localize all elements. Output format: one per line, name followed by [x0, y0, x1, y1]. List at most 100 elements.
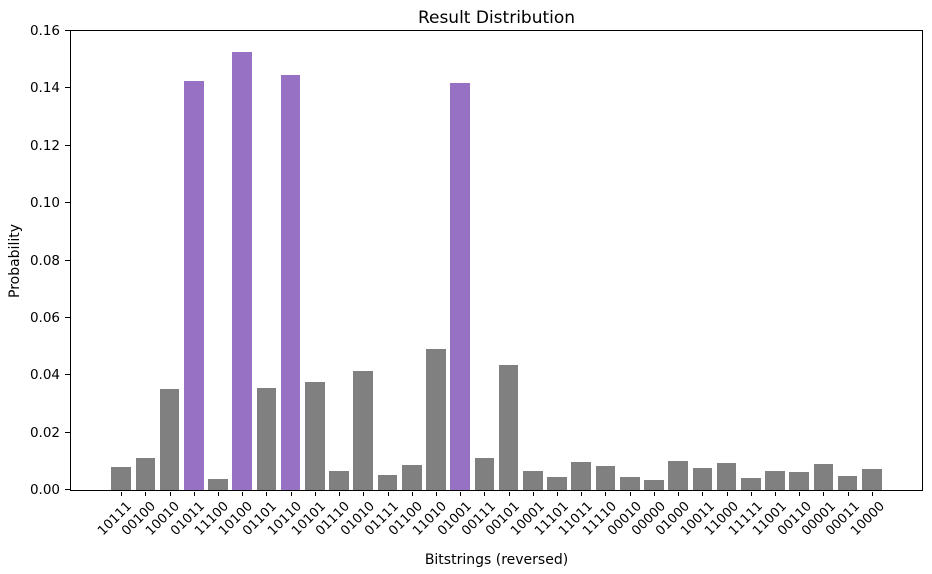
y-tick-mark: [65, 316, 70, 318]
bar-slot-10110: [279, 31, 303, 496]
bar-slot-11001: [763, 31, 787, 496]
x-tick-mark: [605, 491, 607, 496]
bar-slot-10001: [521, 31, 545, 496]
x-tick-mark: [217, 491, 219, 496]
bar-slot-00100: [133, 31, 157, 496]
bar-01101: [256, 387, 277, 490]
bar-11110: [595, 466, 616, 490]
x-tick-mark: [629, 491, 631, 496]
y-tick-label: 0.04: [29, 367, 60, 384]
bar-slot-01011: [182, 31, 206, 496]
bar-slot-00101: [497, 31, 521, 496]
bar-slot-11111: [739, 31, 763, 496]
x-tick-mark: [145, 491, 147, 496]
bar-00101: [498, 364, 519, 490]
x-tick-mark: [557, 491, 559, 496]
bar-slot-00111: [472, 31, 496, 496]
bar-00001: [813, 464, 834, 490]
bar-01110: [329, 470, 349, 490]
x-tick-mark: [726, 491, 728, 496]
bar-00110: [789, 471, 810, 490]
bar-00111: [474, 458, 495, 490]
bar-00100: [135, 458, 156, 490]
x-tick-mark: [484, 491, 486, 496]
bar-01010: [353, 371, 374, 490]
x-tick-mark: [871, 491, 873, 496]
y-tick-mark: [65, 202, 70, 204]
bar-slot-01100: [400, 31, 424, 496]
bar-slot-10000: [860, 31, 884, 496]
bar-slot-00011: [836, 31, 860, 496]
x-tick-mark: [290, 491, 292, 496]
y-tick-mark: [65, 30, 70, 31]
y-tick-label: 0.00: [29, 482, 60, 498]
y-tick-mark: [65, 87, 70, 89]
bar-11001: [765, 470, 785, 490]
x-tick-mark: [823, 491, 825, 496]
bar-01111: [377, 474, 398, 490]
bar-10010: [159, 389, 180, 490]
bar-slot-11010: [424, 31, 448, 496]
bar-slot-01111: [375, 31, 399, 496]
bar-slot-01010: [351, 31, 375, 496]
x-tick-mark: [339, 491, 341, 496]
bar-00000: [644, 479, 664, 490]
bar-00010: [619, 477, 640, 490]
x-tick-mark: [847, 491, 849, 496]
bar-00011: [837, 475, 858, 490]
bar-slot-10111: [109, 31, 133, 496]
bar-01011: [183, 80, 204, 490]
bar-slot-11110: [593, 31, 617, 496]
y-tick-mark: [65, 374, 70, 376]
y-tick-label: 0.16: [29, 23, 60, 39]
bar-10100: [232, 51, 252, 490]
x-tick-mark: [411, 491, 413, 496]
bar-01000: [668, 461, 688, 490]
bar-slot-11011: [569, 31, 593, 496]
bar-slot-00110: [787, 31, 811, 496]
x-tick-mark: [532, 491, 534, 496]
bar-slot-01110: [327, 31, 351, 496]
bar-slot-11101: [545, 31, 569, 496]
bar-slot-00001: [811, 31, 835, 496]
bar-10111: [111, 466, 131, 490]
y-tick-mark: [65, 431, 70, 433]
bar-10101: [305, 382, 325, 490]
x-axis-tick-labels: 10111 00100 10010 01011 11100 10100 01101 10110…: [70, 492, 923, 540]
bar-11000: [716, 462, 737, 490]
x-tick-mark: [363, 491, 365, 496]
x-tick-mark: [581, 491, 583, 496]
x-tick-mark: [266, 491, 268, 496]
bar-10000: [862, 469, 882, 490]
x-tick-cell-10000: 10000: [848, 492, 888, 540]
x-tick-mark: [121, 491, 123, 496]
bar-11011: [571, 461, 592, 490]
y-tick-label: 0.14: [29, 80, 60, 97]
bar-10001: [523, 470, 543, 490]
bar-10110: [280, 74, 301, 490]
x-tick-mark: [678, 491, 680, 496]
bar-11100: [208, 479, 228, 490]
x-tick-mark: [314, 491, 316, 496]
bar-slot-10100: [230, 31, 254, 496]
y-tick-label: 0.06: [29, 309, 60, 326]
bar-slot-11000: [714, 31, 738, 496]
y-tick-mark: [65, 259, 70, 261]
bar-slot-10011: [690, 31, 714, 496]
x-tick-mark: [242, 491, 244, 496]
y-tick-mark: [65, 489, 70, 490]
bar-slot-01101: [254, 31, 278, 496]
x-tick-mark: [508, 491, 510, 496]
bar-01100: [401, 465, 422, 490]
bar-11101: [547, 476, 567, 490]
bar-10011: [692, 468, 713, 490]
x-tick-mark: [387, 491, 389, 496]
plot-area: 0.00 0.02 0.04 0.06 0.08 0.10 0.12 0.14 0.16: [30, 23, 923, 498]
bar-slot-01001: [448, 31, 472, 496]
bar-slot-10010: [157, 31, 181, 496]
bar-slot-00000: [642, 31, 666, 496]
y-tick-label: 0.12: [29, 137, 60, 154]
bar-11111: [740, 478, 761, 490]
bar-01001: [450, 82, 470, 490]
